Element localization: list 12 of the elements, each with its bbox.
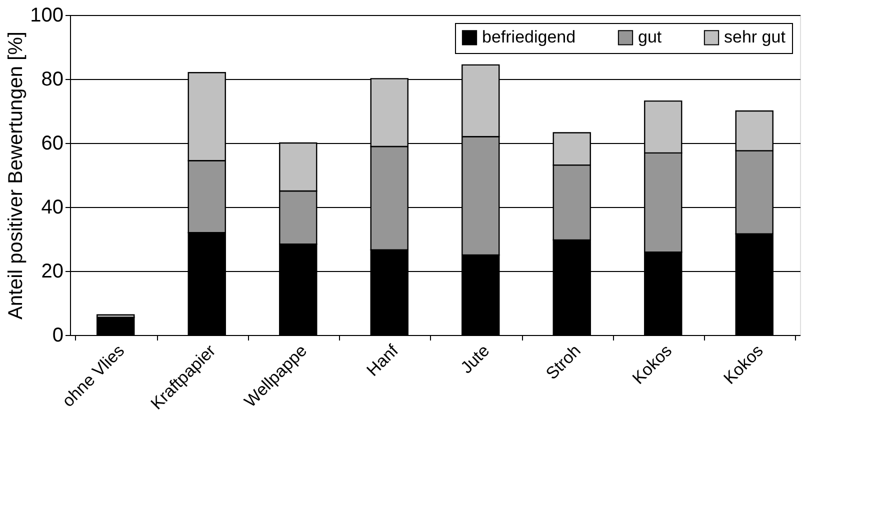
legend-label: gut bbox=[638, 28, 662, 47]
y-tick-label: 0 bbox=[52, 324, 64, 346]
y-axis-title: Anteil positiver Bewertungen [%] bbox=[5, 32, 28, 320]
bar bbox=[96, 316, 135, 336]
y-tick-label: 80 bbox=[41, 68, 64, 90]
y-tick-label: 20 bbox=[41, 260, 64, 282]
y-tick-label: 60 bbox=[41, 132, 64, 154]
x-tick-label: Jute bbox=[456, 341, 494, 378]
legend-label: befriedigend bbox=[482, 28, 576, 47]
legend-label: sehr gut bbox=[724, 28, 786, 47]
y-tick-label: 40 bbox=[41, 196, 64, 218]
y-tick-label: 100 bbox=[30, 4, 64, 26]
